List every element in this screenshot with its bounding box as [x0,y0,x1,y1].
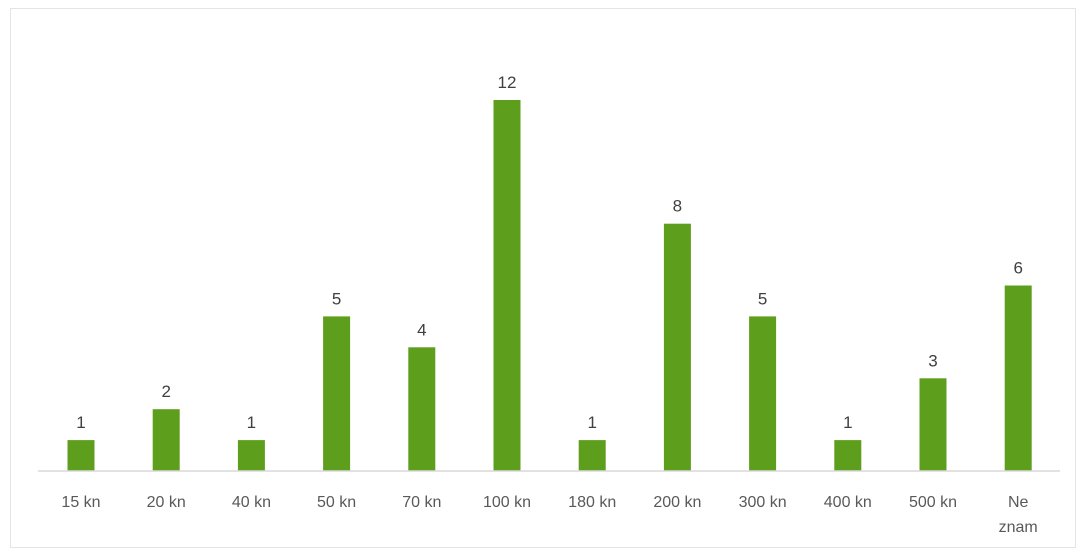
value-label-5: 12 [498,73,517,92]
value-label-8: 5 [758,289,767,308]
x-tick-label-6: 180 kn [568,494,616,511]
bar-5 [493,100,521,471]
bar-11 [1004,285,1032,471]
value-label-0: 1 [76,413,85,432]
x-tick-label-3: 50 kn [317,494,356,511]
bar-4 [408,347,436,471]
x-tick-label-2: 40 kn [232,494,271,511]
x-tick-label-9: 400 kn [824,494,872,511]
x-tick-label-5: 100 kn [483,494,531,511]
x-tick-label-10: 500 kn [909,494,957,511]
value-label-9: 1 [843,413,852,432]
value-label-2: 1 [247,413,256,432]
x-tick-labels-layer: 15 kn 20 kn 40 kn 50 kn 70 kn 100 kn 180 kn 200… [61,494,1037,536]
bar-3 [323,316,351,471]
x-tick-label-11: Ne znam [999,494,1038,536]
bar-6 [578,440,606,471]
value-label-7: 8 [673,197,682,216]
bar-7 [663,223,691,471]
value-label-11: 6 [1013,259,1022,278]
x-tick-label-4: 70 kn [402,494,441,511]
x-tick-label-0: 15 kn [61,494,100,511]
bar-0 [67,440,95,471]
chart-frame [10,8,1076,548]
bar-1 [152,409,180,471]
bar-10 [919,378,947,472]
bar-9 [834,440,862,471]
value-label-4: 4 [417,320,426,339]
bars-layer [67,100,1032,472]
bar-8 [749,316,777,471]
x-tick-label-8: 300 kn [739,494,787,511]
value-label-3: 5 [332,289,341,308]
value-label-6: 1 [587,413,596,432]
value-label-10: 3 [928,351,937,370]
x-tick-label-1: 20 kn [147,494,186,511]
value-label-1: 2 [161,382,170,401]
x-tick-label-7: 200 kn [653,494,701,511]
bar-2 [237,440,265,471]
